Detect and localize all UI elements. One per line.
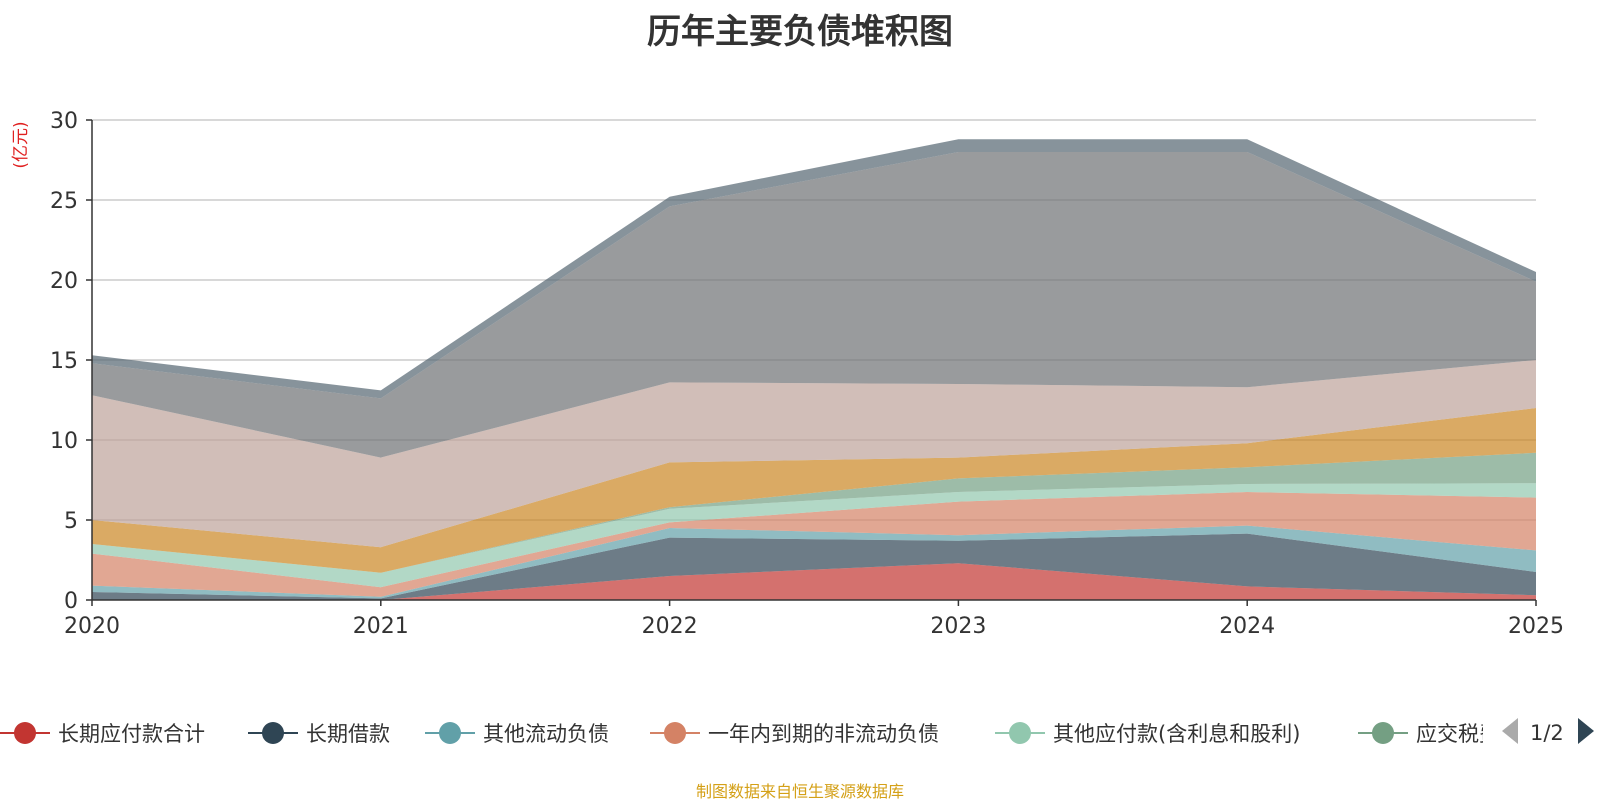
area-series-4[interactable]: [92, 483, 1536, 588]
legend-marker-icon: [1358, 722, 1408, 744]
legend-label: 长期应付款合计: [58, 722, 205, 746]
data-source-note: 制图数据来自恒生聚源数据库: [695, 782, 904, 801]
x-tick-label: 2020: [64, 614, 120, 639]
legend-item-1[interactable]: 长期借款: [248, 716, 390, 750]
area-series-group: [92, 139, 1536, 600]
legend-page-indicator: 1/2: [1530, 721, 1564, 745]
legend: 长期应付款合计 长期借款 其他流动负债 一年内到期的非流动负债 其他应付款(含利息和股利…: [0, 716, 1600, 756]
legend-label: 其他应付款(含利息和股利): [1053, 722, 1301, 746]
legend-item-2[interactable]: 其他流动负债: [425, 716, 609, 750]
y-tick-label: 0: [64, 589, 78, 614]
area-series-0[interactable]: [92, 563, 1536, 600]
legend-pager: 1/2: [1500, 716, 1596, 750]
legend-label: 一年内到期的非流动负债: [708, 722, 939, 746]
y-tick-label: 15: [50, 349, 78, 374]
area-series-1[interactable]: [92, 533, 1536, 600]
y-axis-unit-label: (亿元): [11, 121, 31, 168]
y-tick-label: 30: [50, 109, 78, 134]
x-tick-label: 2024: [1219, 614, 1275, 639]
y-tick-label: 10: [50, 429, 78, 454]
legend-item-3[interactable]: 一年内到期的非流动负债: [650, 716, 939, 750]
legend-label: 长期借款: [306, 722, 390, 746]
area-series-7[interactable]: [92, 360, 1536, 548]
legend-marker-icon: [425, 722, 475, 744]
legend-marker-icon: [248, 722, 298, 744]
legend-item-5[interactable]: 应交税费: [1358, 716, 1483, 750]
area-series-3[interactable]: [92, 492, 1536, 597]
legend-marker-icon: [995, 722, 1045, 744]
y-tick-label: 5: [64, 509, 78, 534]
legend-items-viewport: 长期应付款合计 长期借款 其他流动负债 一年内到期的非流动负债 其他应付款(含利息和股利…: [0, 716, 1483, 756]
x-tick-label: 2023: [930, 614, 986, 639]
legend-marker-icon: [0, 722, 50, 744]
y-tick-label: 25: [50, 189, 78, 214]
legend-label: 其他流动负债: [483, 722, 609, 746]
legend-label: 应交税费: [1416, 722, 1483, 746]
legend-next-page-icon[interactable]: [1576, 716, 1596, 751]
y-tick-label: 20: [50, 269, 78, 294]
area-series-8[interactable]: [92, 152, 1536, 458]
legend-prev-page-icon[interactable]: [1500, 716, 1520, 751]
legend-item-0[interactable]: 长期应付款合计: [0, 716, 205, 750]
legend-marker-icon: [650, 722, 700, 744]
area-series-2[interactable]: [92, 525, 1536, 599]
legend-item-4[interactable]: 其他应付款(含利息和股利): [995, 716, 1300, 750]
chart-title: 历年主要负债堆积图: [647, 12, 953, 52]
area-series-5[interactable]: [92, 452, 1536, 573]
area-series-6[interactable]: [92, 408, 1536, 573]
x-tick-label: 2021: [353, 614, 409, 639]
x-tick-label: 2025: [1508, 614, 1564, 639]
x-tick-label: 2022: [642, 614, 698, 639]
